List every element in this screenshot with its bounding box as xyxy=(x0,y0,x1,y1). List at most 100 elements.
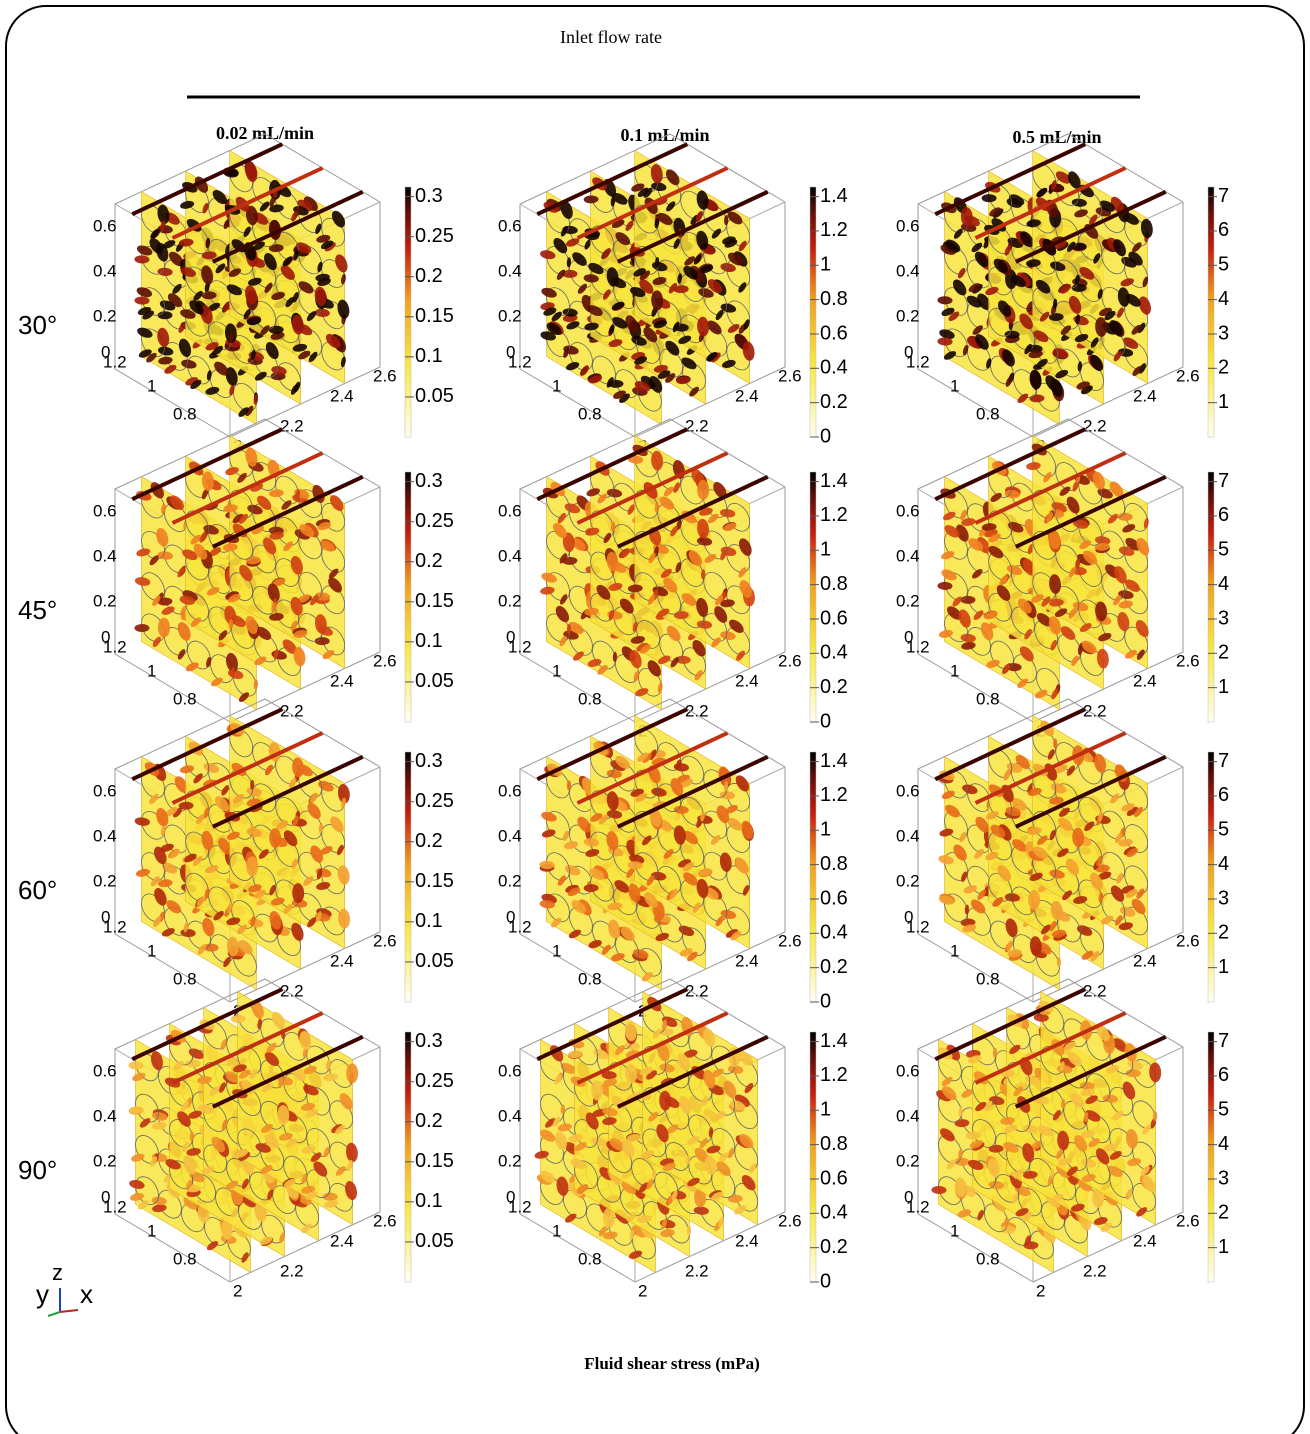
colorbar-tick-label: 6 xyxy=(1218,784,1229,806)
y-tick-label: 1 xyxy=(147,661,156,680)
colorbar-tick-label: 0.3 xyxy=(415,750,443,772)
z-tick-label: 0.2 xyxy=(93,871,117,890)
z-tick-label: 0.4 xyxy=(498,826,522,845)
colorbar xyxy=(1208,752,1214,1002)
simulation-panel: 0.60.40.201.210.822.22.42.61.41.210.80.6… xyxy=(498,699,848,1020)
colorbar-tick-label: 3 xyxy=(1218,1167,1229,1189)
y-tick-label: 1.2 xyxy=(508,352,532,371)
x-tick-label: 2 xyxy=(233,1281,242,1300)
x-tick-label: 2.2 xyxy=(280,416,304,435)
colorbar-tick-label: 0.25 xyxy=(415,225,454,247)
y-tick-label: 1 xyxy=(950,941,959,960)
colorbar-tick-label: 1.2 xyxy=(820,784,848,806)
x-tick-label: 2.4 xyxy=(330,671,354,690)
colorbar-tick-label: 2 xyxy=(1218,357,1229,379)
simulation-panel: 0.60.40.201.210.822.22.42.67654321 xyxy=(896,699,1229,1020)
column-label: 0.1 mL/min xyxy=(620,125,709,145)
colorbar-tick-label: 0.15 xyxy=(415,1150,454,1172)
colorbar-tick-label: 7 xyxy=(1218,185,1229,207)
colorbar-tick-label: 6 xyxy=(1218,219,1229,241)
x-tick-label: 2.4 xyxy=(1133,951,1157,970)
x-tick-label: 2.2 xyxy=(280,701,304,720)
colorbar-tick-label: 1.2 xyxy=(820,1064,848,1086)
y-tick-label: 1 xyxy=(147,376,156,395)
simulation-panel: 0.60.40.201.210.822.22.42.67654321 xyxy=(896,979,1229,1300)
z-tick-label: 0.2 xyxy=(896,1151,920,1170)
colorbar xyxy=(405,1032,411,1282)
colorbar-tick-label: 7 xyxy=(1218,470,1229,492)
triad-label: z xyxy=(52,1260,63,1285)
colorbar xyxy=(405,187,411,437)
colorbar-tick-label: 5 xyxy=(1218,819,1229,841)
z-tick-label: 0.6 xyxy=(93,216,117,235)
simulation-panel: 0.60.40.201.210.822.22.42.67654321 xyxy=(896,134,1229,455)
colorbar-tick-label: 5 xyxy=(1218,1099,1229,1121)
y-tick-label: 1.2 xyxy=(103,637,127,656)
colorbar-tick-label: 0.15 xyxy=(415,870,454,892)
x-tick-label: 2.2 xyxy=(1083,416,1107,435)
colorbar-tick-label: 0.1 xyxy=(415,345,443,367)
x-tick-label: 2.6 xyxy=(1176,1211,1200,1230)
x-tick-label: 2.4 xyxy=(1133,671,1157,690)
z-tick-label: 0.4 xyxy=(498,1106,522,1125)
colorbar-tick-label: 0.15 xyxy=(415,305,454,327)
colorbar-tick-label: 3 xyxy=(1218,322,1229,344)
z-tick-label: 0.4 xyxy=(896,546,920,565)
simulation-panel: 0.60.40.201.210.822.22.42.61.41.210.80.6… xyxy=(498,419,848,740)
x-tick-label: 2.6 xyxy=(1176,366,1200,385)
x-tick-label: 2.4 xyxy=(735,386,759,405)
colorbar-tick-label: 0.05 xyxy=(415,670,454,692)
z-tick-label: 0.2 xyxy=(93,591,117,610)
x-tick-label: 2.6 xyxy=(1176,931,1200,950)
x-tick-label: 2.2 xyxy=(280,981,304,1000)
colorbar-tick-label: 0.4 xyxy=(820,642,848,664)
colorbar xyxy=(405,472,411,722)
colorbar xyxy=(810,752,816,1002)
colorbar-tick-label: 0.6 xyxy=(820,1167,848,1189)
colorbar-tick-label: 0.05 xyxy=(415,1230,454,1252)
simulation-panel: 0.60.40.201.210.822.22.42.60.30.250.20.1… xyxy=(93,134,454,455)
triad-label: y xyxy=(36,1279,49,1309)
x-tick-label: 2.4 xyxy=(330,386,354,405)
stress-spot xyxy=(277,1105,289,1125)
z-tick-label: 0.2 xyxy=(896,306,920,325)
z-tick-label: 0.2 xyxy=(498,1151,522,1170)
row-label: 45° xyxy=(18,595,57,625)
colorbar-tick-label: 0.05 xyxy=(415,950,454,972)
z-tick-label: 0.6 xyxy=(498,1061,522,1080)
colorbar xyxy=(1208,187,1214,437)
y-tick-label: 0.8 xyxy=(173,404,197,423)
simulation-panel: 0.60.40.201.210.822.22.42.67654321 xyxy=(896,419,1229,740)
y-tick-label: 1.2 xyxy=(508,1197,532,1216)
colorbar xyxy=(1208,472,1214,722)
column-label: 0.5 mL/min xyxy=(1012,127,1101,147)
x-tick-label: 2.6 xyxy=(373,931,397,950)
y-tick-label: 1 xyxy=(552,941,561,960)
colorbar xyxy=(405,752,411,1002)
y-tick-label: 1.2 xyxy=(103,1197,127,1216)
colorbar-tick-label: 1 xyxy=(820,819,831,841)
colorbar-tick-label: 0.15 xyxy=(415,590,454,612)
z-tick-label: 0.2 xyxy=(896,591,920,610)
colorbar xyxy=(810,472,816,722)
colorbar-tick-label: 3 xyxy=(1218,607,1229,629)
colorbar-tick-label: 0.8 xyxy=(820,1133,848,1155)
colorbar-tick-label: 7 xyxy=(1218,750,1229,772)
x-tick-label: 2.6 xyxy=(778,1211,802,1230)
colorbar-tick-label: 0.25 xyxy=(415,790,454,812)
colorbar-tick-label: 6 xyxy=(1218,1064,1229,1086)
y-tick-label: 0.8 xyxy=(173,689,197,708)
z-tick-label: 0.2 xyxy=(498,306,522,325)
colorbar-tick-label: 1.2 xyxy=(820,504,848,526)
colorbar-tick-label: 4 xyxy=(1218,573,1229,595)
y-tick-label: 0.8 xyxy=(173,1249,197,1268)
x-tick-label: 2.4 xyxy=(1133,1231,1157,1250)
simulation-panel: 0.60.40.201.210.822.22.42.60.30.250.20.1… xyxy=(93,419,454,740)
y-tick-label: 1 xyxy=(552,1221,561,1240)
x-tick-label: 2.4 xyxy=(1133,386,1157,405)
colorbar-tick-label: 1 xyxy=(820,1099,831,1121)
simulation-panel: 0.60.40.201.210.822.22.42.60.30.250.20.1… xyxy=(93,699,454,1020)
colorbar-tick-label: 1 xyxy=(820,539,831,561)
y-tick-label: 0.8 xyxy=(578,1249,602,1268)
